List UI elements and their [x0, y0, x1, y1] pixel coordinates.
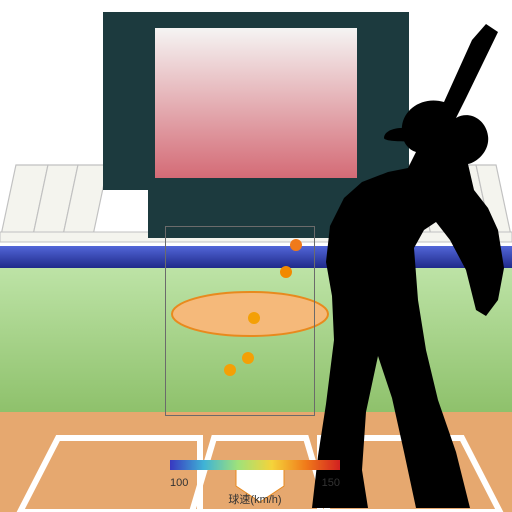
batter-silhouette	[0, 0, 512, 512]
tick-100: 100	[170, 477, 188, 489]
velocity-colorbar: 100 150 球速(km/h)	[170, 460, 340, 507]
tick-150: 150	[322, 477, 340, 489]
colorbar-label: 球速(km/h)	[170, 491, 340, 507]
